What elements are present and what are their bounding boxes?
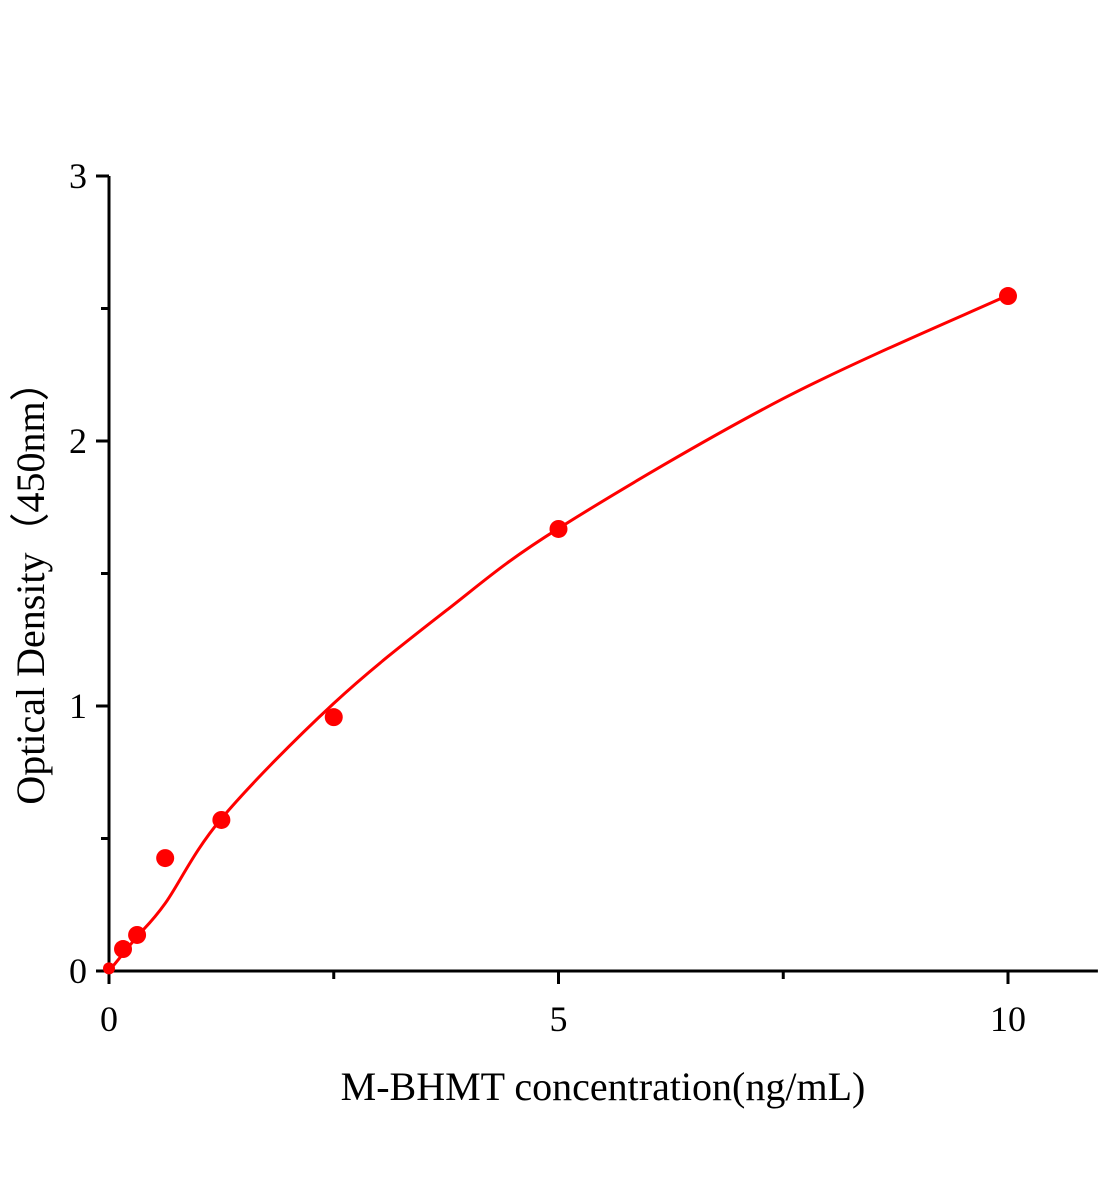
x-tick-label: 10 (990, 999, 1026, 1039)
ticks: 0 5 10 0 1 2 3 (69, 156, 1026, 1039)
data-point (999, 287, 1017, 306)
fit-curve (107, 293, 1009, 972)
data-points (103, 287, 1017, 975)
data-point (128, 925, 147, 944)
axes (107, 176, 1098, 973)
y-tick-label: 2 (69, 421, 87, 461)
data-point (156, 849, 175, 868)
data-point (103, 962, 115, 975)
y-tick-label: 3 (69, 156, 87, 196)
data-point (114, 940, 133, 959)
x-tick-label: 0 (100, 999, 118, 1039)
x-tick-label: 5 (550, 999, 568, 1039)
y-axis-label: Optical Density（450nm） (8, 361, 53, 804)
y-tick-label: 1 (69, 686, 87, 726)
data-point (324, 708, 343, 727)
data-point (549, 519, 568, 538)
data-point (212, 810, 231, 829)
y-tick-label: 0 (69, 951, 87, 991)
x-axis-label: M-BHMT concentration(ng/mL) (341, 1064, 866, 1109)
